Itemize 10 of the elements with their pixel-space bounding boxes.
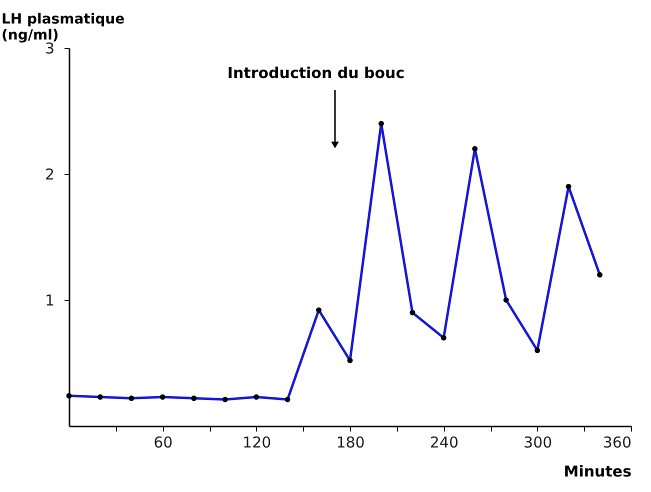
x-tick-label: 180 <box>336 434 365 452</box>
x-tick-label: 300 <box>524 434 552 452</box>
x-tick-label: 120 <box>242 434 272 452</box>
x-tick-label: 240 <box>430 434 458 452</box>
y-tick-label: 1 <box>44 292 54 310</box>
x-tick-label: 60 <box>154 434 173 452</box>
annotation: Introduction du bouc <box>227 64 405 82</box>
y-tick-label: 2 <box>44 166 54 184</box>
x-tick-label: 360 <box>602 434 632 452</box>
x-axis-title: Minutes <box>564 462 632 480</box>
